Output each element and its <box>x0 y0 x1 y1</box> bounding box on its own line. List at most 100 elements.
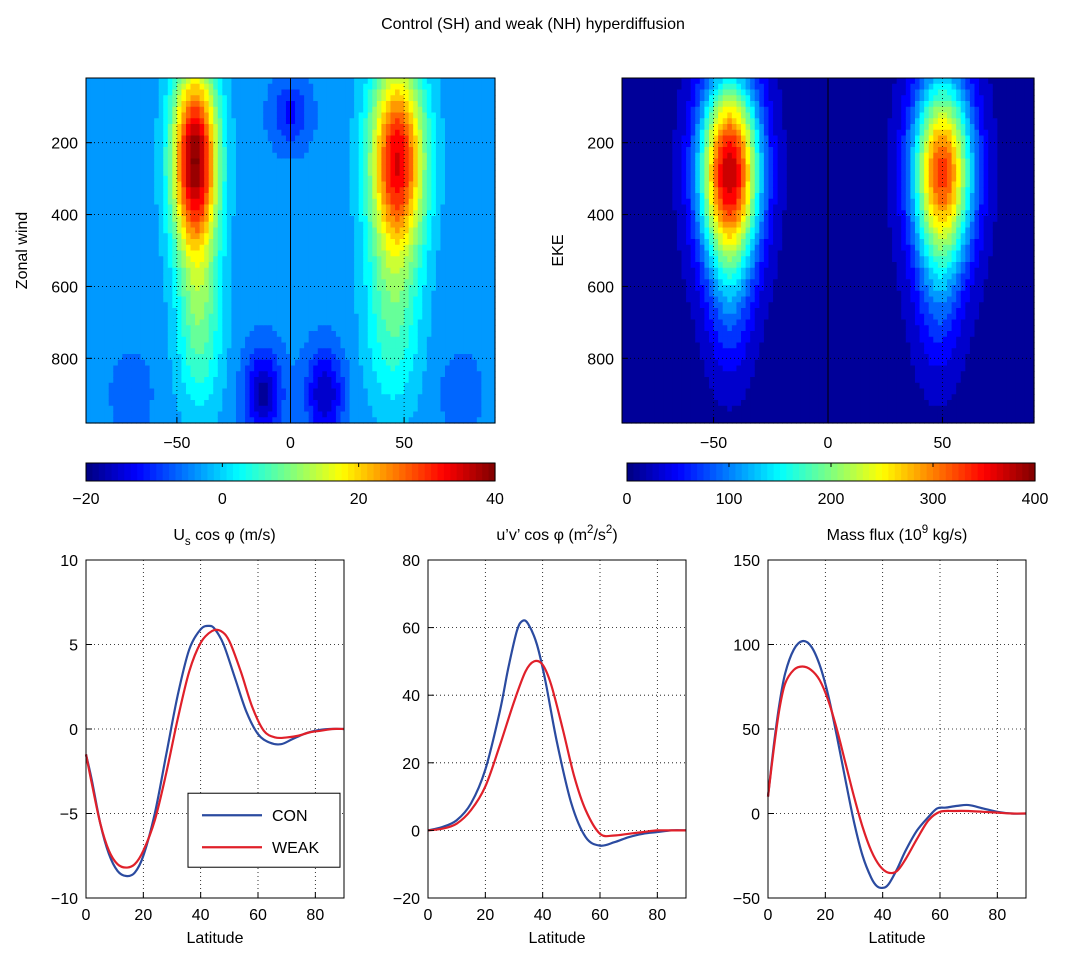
heat-cell <box>463 124 469 131</box>
heat-cell <box>213 227 219 234</box>
heat-cell <box>281 175 287 183</box>
heat-cell <box>140 181 146 188</box>
heat-cell <box>449 244 455 252</box>
heat-cell <box>86 106 92 114</box>
heat-cell <box>322 382 328 390</box>
heat-cell <box>258 78 264 85</box>
heat-cell <box>131 210 137 217</box>
heat-cell <box>204 296 210 303</box>
heat-cell <box>349 382 355 390</box>
heat-cell <box>458 325 464 332</box>
heat-cell <box>104 273 110 280</box>
heat-cell <box>417 365 423 372</box>
heat-cell <box>317 233 323 240</box>
heat-cell <box>417 319 423 326</box>
heat-cell <box>158 405 164 413</box>
heat-cell <box>86 342 92 349</box>
heat-cell <box>254 342 260 349</box>
heat-cell <box>226 354 233 361</box>
heat-cell <box>172 394 178 401</box>
heat-cell <box>240 250 246 257</box>
heat-cell <box>367 400 373 407</box>
heat-cell <box>395 187 401 194</box>
heat-cell <box>431 250 437 257</box>
heat-cell <box>445 152 451 160</box>
heat-cell <box>167 135 173 142</box>
heat-cell <box>454 382 460 390</box>
heat-cell <box>408 152 414 160</box>
heat-cell <box>222 181 228 188</box>
heat-cell <box>90 158 96 165</box>
heat-cell <box>213 221 219 229</box>
heat-cell <box>335 239 342 246</box>
heat-cell <box>372 417 378 424</box>
heat-cell <box>304 210 310 217</box>
heat-cell <box>267 147 273 154</box>
heat-cell <box>367 135 373 142</box>
heat-cell <box>426 256 432 263</box>
heat-cell <box>422 273 428 280</box>
heat-cell <box>195 124 201 131</box>
heat-cell <box>358 204 364 211</box>
heat-cell <box>267 388 273 395</box>
heat-cell <box>458 359 464 367</box>
heat-cell <box>122 267 128 275</box>
heat-cell <box>354 256 360 263</box>
heat-cell <box>176 388 183 395</box>
heat-cell <box>290 308 296 315</box>
heat-cell <box>154 296 160 303</box>
heat-cell <box>263 112 269 119</box>
heat-cell <box>422 382 428 390</box>
heat-cell <box>313 285 319 292</box>
heat-cell <box>417 273 423 280</box>
heat-cell <box>381 83 387 91</box>
heat-cell <box>126 78 133 85</box>
heat-cell <box>240 221 246 229</box>
heat-cell <box>245 198 251 206</box>
heat-cell <box>122 158 128 165</box>
heat-cell <box>426 250 432 257</box>
heat-cell <box>417 325 423 332</box>
heat-cell <box>363 95 369 102</box>
heat-cell <box>226 124 233 131</box>
heat-cell <box>326 135 332 142</box>
heat-cell <box>276 262 283 269</box>
heat-cell <box>304 227 310 234</box>
heat-cell <box>204 210 210 217</box>
heat-cell <box>131 118 137 125</box>
heat-cell <box>267 348 273 355</box>
heat-cell <box>295 262 301 269</box>
heat-cell <box>140 106 146 114</box>
heat-cell <box>445 377 451 384</box>
heat-cell <box>367 296 373 303</box>
heat-cell <box>113 210 119 217</box>
heat-cell <box>117 290 123 298</box>
heat-cell <box>199 244 205 252</box>
heat-cell <box>167 170 173 177</box>
heat-cell <box>231 198 237 206</box>
heat-cell <box>317 170 323 177</box>
heat-cell <box>113 256 119 263</box>
heat-cell <box>304 342 310 349</box>
heat-cell <box>263 152 269 160</box>
heat-cell <box>245 118 251 125</box>
heat-cell <box>445 78 451 85</box>
heat-cell <box>399 147 405 154</box>
heat-cell <box>372 101 378 108</box>
heat-cell <box>435 359 442 367</box>
heat-cell <box>326 400 332 407</box>
heat-cell <box>167 382 173 390</box>
heat-cell <box>372 359 378 367</box>
heat-cell <box>276 325 283 332</box>
heat-cell <box>381 89 387 96</box>
heat-cell <box>358 250 364 257</box>
heat-cell <box>222 411 228 418</box>
heat-cell <box>440 210 446 217</box>
heat-cell <box>258 152 264 160</box>
heat-cell <box>195 181 201 188</box>
heat-cell <box>290 89 296 96</box>
heat-cell <box>435 400 442 407</box>
heat-cell <box>449 141 455 148</box>
heat-cell <box>445 233 451 240</box>
heat-cell <box>349 89 355 96</box>
